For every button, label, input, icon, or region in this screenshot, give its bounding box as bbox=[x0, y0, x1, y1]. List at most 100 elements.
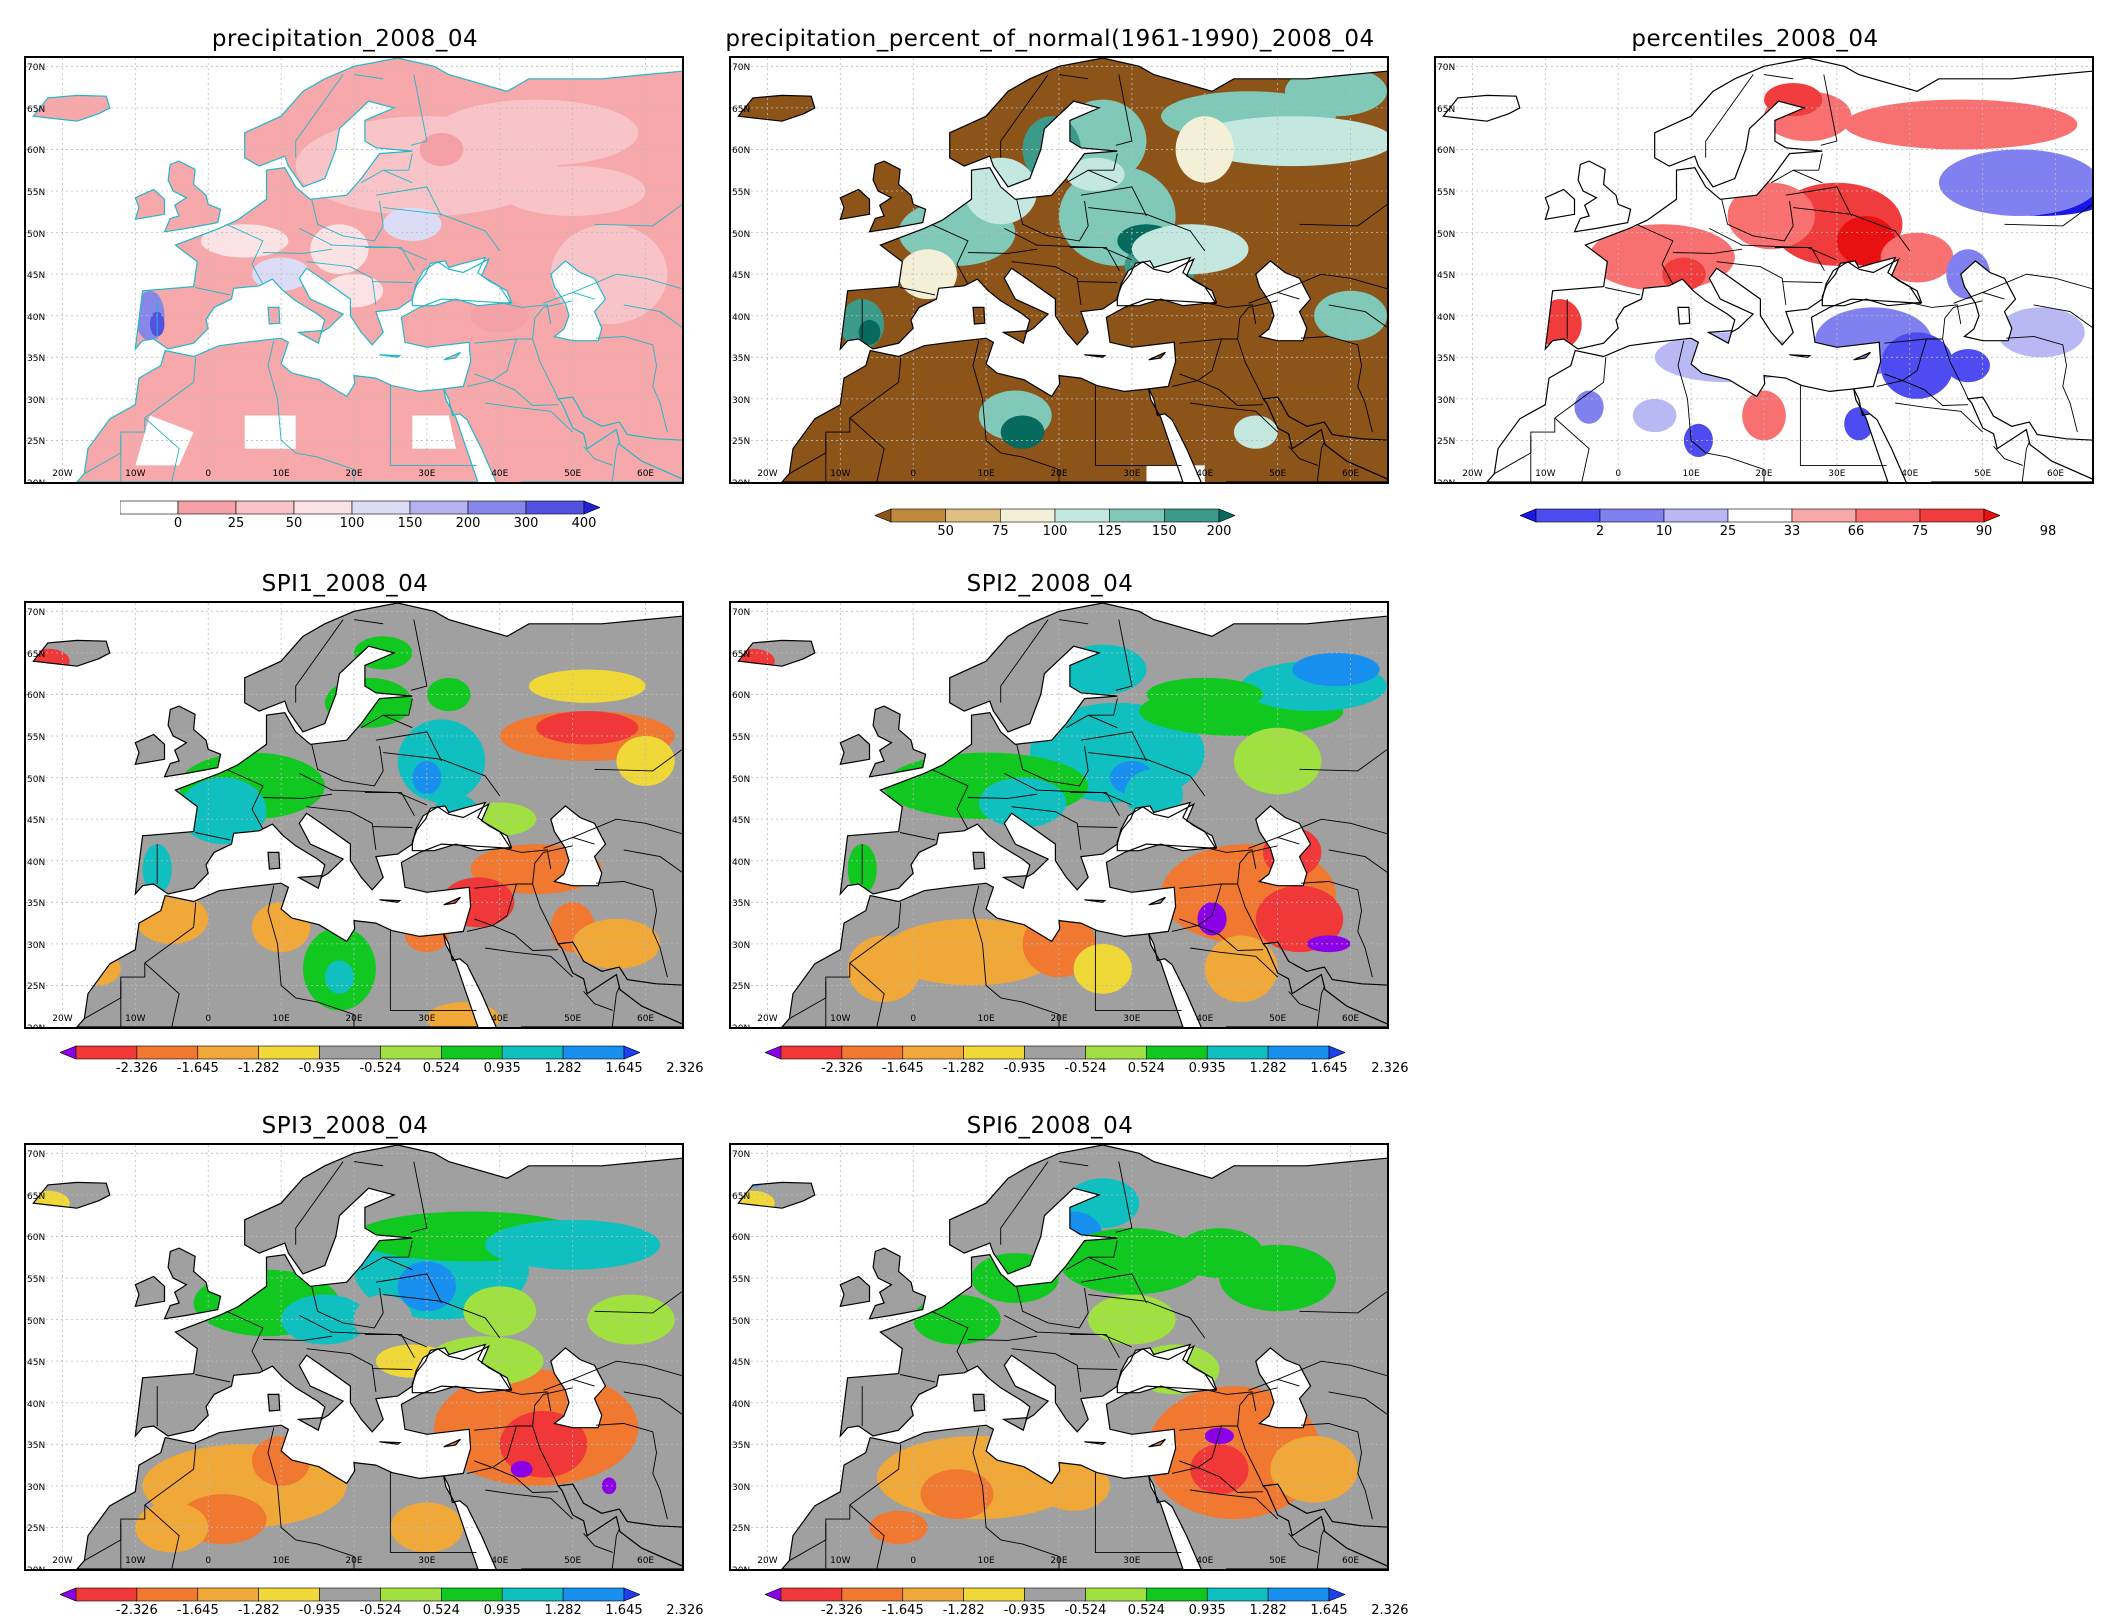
colorbar-tick-label: 0.935 bbox=[1188, 1061, 1226, 1076]
country-border bbox=[1237, 338, 1264, 400]
coastline bbox=[411, 1343, 513, 1394]
colorbar-swatch bbox=[351, 500, 411, 515]
country-border bbox=[594, 204, 682, 227]
latitude-label: 40N bbox=[1437, 312, 1456, 323]
country-border bbox=[1709, 227, 1743, 246]
country-border bbox=[1171, 925, 1198, 932]
colorbar-tick-label: 0.935 bbox=[1188, 1603, 1226, 1618]
latitude-label: 65N bbox=[732, 649, 751, 660]
country-border bbox=[972, 1427, 1001, 1541]
anomaly-patch bbox=[1037, 1460, 1111, 1511]
coastline bbox=[1573, 160, 1632, 233]
latitude-label: 45N bbox=[732, 816, 751, 827]
sea-fill bbox=[412, 802, 512, 851]
colorbar-swatch bbox=[293, 500, 353, 515]
country-border bbox=[1237, 1387, 1278, 1427]
sea-fill bbox=[412, 1344, 512, 1393]
anomaly-patch bbox=[77, 952, 121, 986]
longitude-label: 40E bbox=[491, 1556, 509, 1566]
country-border bbox=[1004, 1314, 1038, 1333]
anomaly-patch bbox=[179, 777, 267, 845]
colorbar-low-triangle bbox=[765, 1587, 782, 1602]
anomaly-patch bbox=[1190, 1444, 1249, 1495]
coastline bbox=[296, 330, 323, 345]
latitude-label: 30N bbox=[732, 940, 751, 951]
colorbar-swatch bbox=[780, 1587, 843, 1602]
latitude-label: 55N bbox=[1437, 188, 1456, 199]
latitude-label: 50N bbox=[1437, 229, 1456, 240]
coastline bbox=[32, 1181, 111, 1209]
country-border bbox=[1316, 441, 1325, 482]
colorbar-swatch bbox=[75, 1045, 138, 1060]
country-border bbox=[1088, 207, 1206, 252]
longitude-label: 40E bbox=[1196, 1556, 1214, 1566]
country-border bbox=[1763, 74, 1794, 80]
colorbar-tick-label: 100 bbox=[1042, 524, 1068, 539]
country-border bbox=[1300, 1423, 1373, 1520]
colorbar-tick-label: 33 bbox=[1783, 524, 1801, 539]
latitude-label: 30N bbox=[27, 395, 46, 406]
latitude-label: 25N bbox=[27, 982, 46, 993]
coastline bbox=[1001, 1417, 1028, 1432]
country-border bbox=[1171, 380, 1198, 387]
longitude-label: 50E bbox=[564, 1014, 582, 1024]
country-border bbox=[572, 273, 682, 293]
anomaly-patch bbox=[1175, 1228, 1264, 1279]
coastline bbox=[781, 1424, 1184, 1569]
colorbar-tick-label: -2.326 bbox=[115, 1061, 158, 1076]
coastline bbox=[1148, 1438, 1166, 1448]
country-border bbox=[1993, 446, 2023, 466]
country-border bbox=[1636, 223, 1674, 285]
country-border bbox=[1080, 731, 1147, 762]
coastline bbox=[1486, 337, 1889, 482]
country-border bbox=[1299, 749, 1387, 772]
longitude-label: 0 bbox=[205, 1014, 212, 1024]
coastline bbox=[972, 306, 986, 325]
anomaly-patch bbox=[310, 224, 369, 275]
colorbar-swatch bbox=[1727, 508, 1793, 523]
country-border bbox=[1705, 74, 1754, 158]
colorbar-tick-label: 1.645 bbox=[605, 1603, 643, 1618]
latitude-label: 50N bbox=[732, 229, 751, 240]
longitude-label: 40E bbox=[491, 469, 509, 479]
coastline bbox=[972, 1393, 986, 1412]
anomaly-patch bbox=[470, 299, 529, 333]
coastline bbox=[296, 875, 323, 890]
country-border bbox=[595, 881, 668, 978]
longitude-label: 50E bbox=[1269, 1014, 1287, 1024]
country-border bbox=[1171, 1467, 1198, 1474]
colorbar-swatch bbox=[841, 1045, 904, 1060]
country-border bbox=[410, 1161, 428, 1233]
colorbar-swatch bbox=[319, 1045, 381, 1060]
longitude-label: 0 bbox=[205, 1556, 212, 1566]
country-border bbox=[543, 836, 595, 849]
country-border bbox=[375, 1273, 442, 1304]
coastline bbox=[1148, 896, 1166, 906]
country-border bbox=[1554, 417, 1590, 482]
latitude-label: 55N bbox=[732, 188, 751, 199]
latitude-label: 25N bbox=[732, 982, 751, 993]
country-border bbox=[361, 698, 413, 729]
colorbar-swatch bbox=[945, 508, 1001, 523]
colorbar-tick-label: -0.524 bbox=[1064, 1061, 1107, 1076]
sea-fill bbox=[1255, 260, 1311, 341]
country-border bbox=[1088, 752, 1206, 797]
country-border bbox=[1902, 380, 1969, 406]
panel-spi3: SPI3_2008_04 70N 65N 60N 55N 50N 45N 40N 35N 30N… bbox=[0, 1087, 703, 1620]
anomaly-patch bbox=[978, 777, 1067, 828]
longitude-label: 60E bbox=[1341, 469, 1360, 479]
longitude-label: 20W bbox=[52, 1556, 73, 1566]
longitude-label: 20E bbox=[1050, 469, 1068, 479]
longitude-label: 10W bbox=[830, 1014, 851, 1024]
colorbar-swatch bbox=[319, 1587, 381, 1602]
coastline bbox=[972, 851, 986, 870]
country-border bbox=[967, 1335, 1038, 1341]
sea-fill bbox=[412, 257, 512, 306]
longitude-label: 60E bbox=[1341, 1014, 1360, 1024]
coastline bbox=[1001, 875, 1028, 890]
colorbar-tick-label: 66 bbox=[1847, 524, 1865, 539]
anomaly-patch bbox=[1589, 224, 1735, 291]
country-border bbox=[543, 1378, 595, 1391]
colorbar-swatch bbox=[562, 1587, 625, 1602]
colorbar-swatch bbox=[467, 500, 527, 515]
